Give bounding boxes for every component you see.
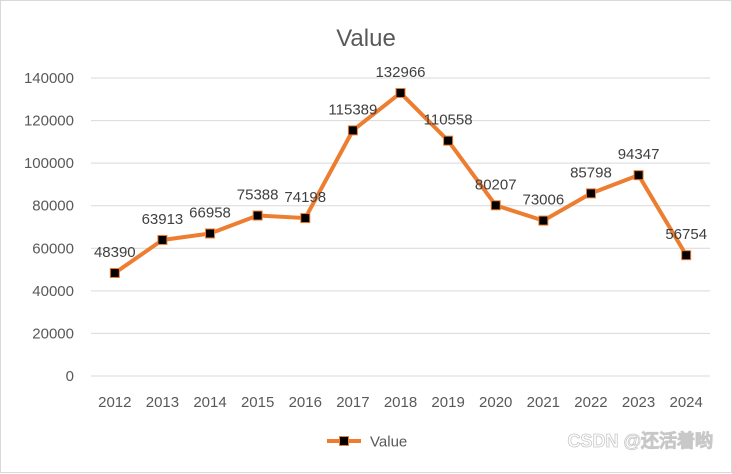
- y-axis-ticks: 0 20000 40000 60000 80000 100000 120000 140000: [24, 70, 74, 385]
- x-tick-label: 2018: [384, 394, 417, 411]
- data-point: [109, 267, 120, 278]
- x-tick-label: 2016: [289, 394, 322, 411]
- chart-title: Value: [336, 25, 396, 52]
- x-tick-label: 2013: [146, 394, 179, 411]
- data-label: 85798: [570, 164, 612, 181]
- y-tick-label: 120000: [24, 113, 74, 130]
- data-label: 74198: [284, 189, 326, 206]
- y-tick-label: 80000: [32, 198, 74, 215]
- watermark: CSDN @还活着哟: [567, 430, 713, 451]
- y-tick-label: 140000: [24, 70, 74, 87]
- data-label: 75388: [237, 187, 279, 204]
- data-label: 80207: [475, 176, 517, 193]
- y-tick-label: 0: [66, 368, 74, 385]
- data-point: [633, 170, 644, 181]
- data-label: 73006: [522, 192, 564, 209]
- x-tick-label: 2022: [574, 394, 607, 411]
- legend-marker-swatch: [339, 436, 349, 446]
- data-label: 63913: [142, 211, 184, 228]
- data-label: 132966: [375, 64, 425, 81]
- data-point: [490, 200, 501, 211]
- x-tick-label: 2012: [98, 394, 131, 411]
- data-point: [300, 213, 311, 224]
- y-tick-label: 40000: [32, 283, 74, 300]
- legend: Value: [327, 434, 407, 451]
- data-point: [681, 250, 692, 261]
- data-point: [585, 188, 596, 199]
- gridlines: [91, 77, 710, 377]
- x-tick-label: 2024: [670, 394, 703, 411]
- series-group: [109, 87, 692, 278]
- series-line: [112, 90, 689, 275]
- x-tick-label: 2017: [336, 394, 369, 411]
- data-label: 56754: [665, 226, 707, 243]
- x-tick-label: 2021: [527, 394, 560, 411]
- x-tick-label: 2023: [622, 394, 655, 411]
- data-point: [443, 135, 454, 146]
- data-label: 115389: [328, 101, 377, 118]
- x-tick-label: 2020: [479, 394, 512, 411]
- x-tick-label: 2014: [193, 394, 226, 411]
- y-tick-label: 20000: [32, 325, 74, 342]
- data-labels: 48390 63913 66958 75388 74198 115389 132966 110…: [94, 64, 707, 261]
- x-tick-label: 2019: [431, 394, 464, 411]
- y-tick-label: 60000: [32, 240, 74, 257]
- data-point: [347, 125, 358, 136]
- data-point: [205, 228, 216, 239]
- legend-label: Value: [370, 434, 407, 451]
- data-label: 94347: [618, 146, 660, 163]
- data-point: [395, 87, 406, 98]
- data-point: [252, 210, 263, 221]
- data-label: 66958: [189, 204, 231, 221]
- x-axis-ticks: 2012 2013 2014 2015 2016 2017 2018 2019 2020 2021…: [98, 394, 703, 411]
- data-label: 110558: [424, 112, 473, 129]
- y-tick-label: 100000: [24, 155, 74, 172]
- x-tick-label: 2015: [241, 394, 274, 411]
- data-point: [538, 215, 549, 226]
- data-point: [157, 234, 168, 245]
- data-label: 48390: [94, 244, 136, 261]
